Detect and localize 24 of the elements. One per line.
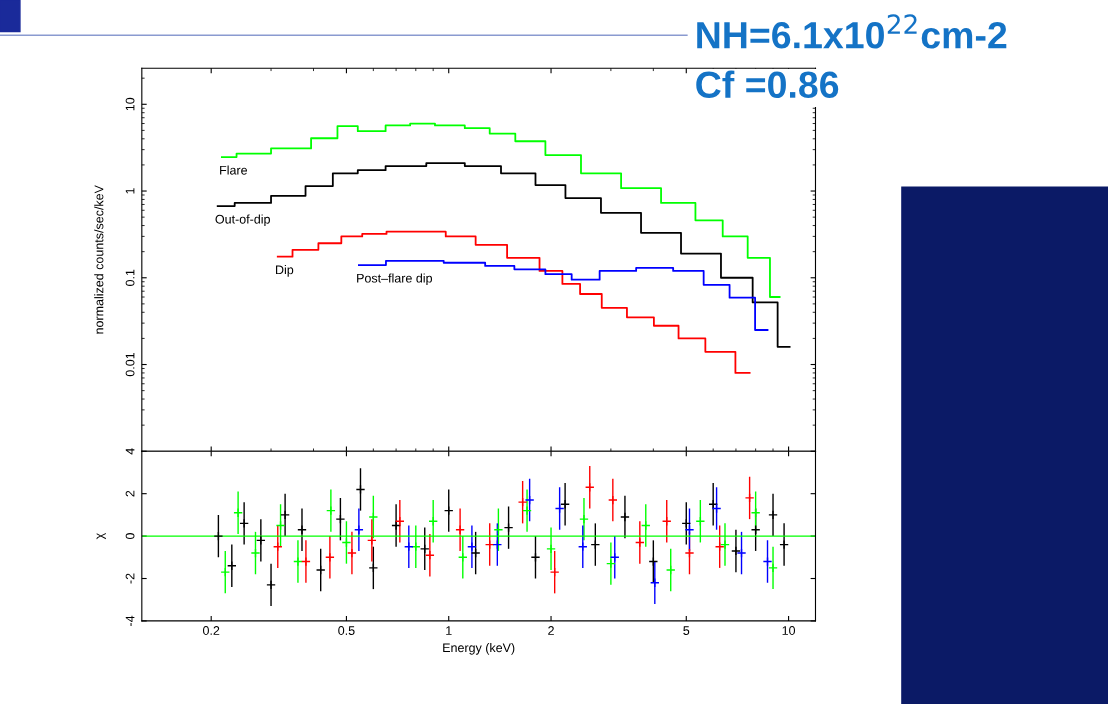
y-tick-label: -4 (125, 615, 135, 626)
y-axis-title: χ (96, 532, 106, 540)
x-tick-label: 2 (548, 626, 554, 635)
y-tick-label: -2 (125, 573, 135, 584)
y-tick-label: 1 (125, 188, 135, 194)
x-axis-title: Energy (keV) (443, 643, 515, 655)
series-label: Post–flare dip (357, 273, 433, 286)
y-axis-title: normalized counts/sec/keV (94, 185, 104, 334)
y-tick-label: 2 (125, 490, 135, 497)
text: NH=6.1x10$^{22}$cm-2 (697, 14, 1007, 49)
y-tick-label: 10 (125, 97, 135, 111)
series-label: Flare (220, 165, 248, 175)
x-tick-label: 5 (683, 626, 690, 635)
y-tick-label: 4 (125, 448, 135, 455)
series-label: Dip (276, 265, 294, 277)
y-tick-label: 0 (125, 533, 135, 540)
x-tick-label: 1 (446, 626, 452, 635)
y-tick-label: 0.01 (125, 352, 135, 377)
x-tick-label: 0.5 (338, 626, 355, 635)
y-tick-label: 0.1 (125, 269, 135, 286)
x-tick-label: 0.2 (202, 626, 220, 635)
series-label: Out-of-dip (215, 214, 270, 227)
x-tick-label: 10 (782, 626, 796, 635)
annotation: Cf =0.86 (696, 70, 839, 99)
